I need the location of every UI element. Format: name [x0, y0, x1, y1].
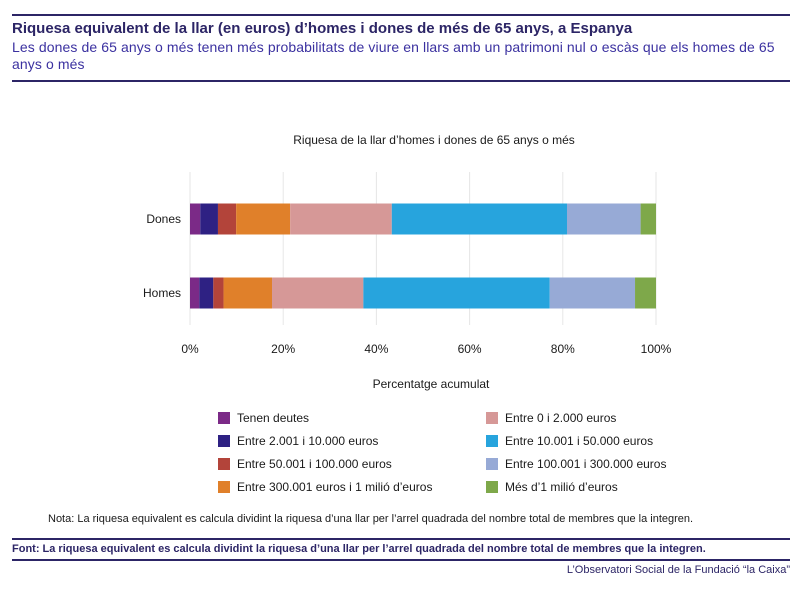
chart-note: Nota: La riquesa equivalent es calcula d… [48, 513, 694, 525]
source-rule-top [12, 538, 790, 540]
bar-dones-segment-5 [391, 203, 567, 235]
page-subtitle: Les dones de 65 anys o més tenen més pro… [12, 39, 775, 72]
legend-label-7: Més d’1 milió d’euros [505, 480, 618, 494]
legend-label-3: Entre 300.001 euros i 1 milió d’euros [237, 480, 432, 494]
x-tick-label-2: 40% [364, 342, 388, 356]
bar-homes-segment-1 [199, 277, 214, 309]
legend-swatch-2 [218, 458, 230, 470]
bar-homes-segment-7 [635, 277, 656, 309]
bar-homes-segment-5 [363, 277, 550, 309]
category-label-dones: Dones [146, 212, 181, 226]
legend-label-2: Entre 50.001 i 100.000 euros [237, 457, 392, 471]
bar-dones-segment-7 [640, 203, 656, 235]
legend-swatch-4 [486, 412, 498, 424]
bar-homes-segment-4 [272, 277, 364, 309]
x-tick-label-4: 80% [551, 342, 575, 356]
x-tick-label-5: 100% [641, 342, 672, 356]
source-rule-bottom [12, 559, 790, 561]
x-tick-label-3: 60% [458, 342, 482, 356]
legend-label-5: Entre 10.001 i 50.000 euros [505, 434, 653, 448]
bar-dones-segment-0 [190, 203, 201, 235]
legend-label-1: Entre 2.001 i 10.000 euros [237, 434, 378, 448]
chart-title: Riquesa de la llar d’homes i dones de 65… [293, 133, 575, 147]
credit-text: L’Observatori Social de la Fundació “la … [566, 564, 790, 576]
bar-dones-segment-2 [217, 203, 237, 235]
bar-homes-segment-0 [190, 277, 200, 309]
page-title: Riquesa equivalent de la llar (en euros)… [12, 20, 633, 37]
bar-homes-segment-6 [549, 277, 636, 309]
legend-label-0: Tenen deutes [237, 411, 309, 425]
top-rule [12, 14, 790, 16]
bar-dones-segment-1 [200, 203, 218, 235]
header-rule [12, 80, 790, 82]
legend-swatch-5 [486, 435, 498, 447]
x-axis-label: Percentatge acumulat [373, 377, 490, 391]
x-tick-label-1: 20% [271, 342, 295, 356]
legend-swatch-0 [218, 412, 230, 424]
bar-dones-segment-6 [566, 203, 641, 235]
legend-swatch-7 [486, 481, 498, 493]
x-tick-label-0: 0% [181, 342, 199, 356]
legend-swatch-6 [486, 458, 498, 470]
category-label-homes: Homes [143, 286, 181, 300]
legend-label-6: Entre 100.001 i 300.000 euros [505, 457, 666, 471]
bar-homes-segment-3 [223, 277, 273, 309]
legend-swatch-3 [218, 481, 230, 493]
bar-dones-segment-3 [236, 203, 291, 235]
bar-dones-segment-4 [290, 203, 392, 235]
bar-homes-segment-2 [213, 277, 224, 309]
legend-swatch-1 [218, 435, 230, 447]
legend-label-4: Entre 0 i 2.000 euros [505, 411, 616, 425]
source-text: Font: La riquesa equivalent es calcula d… [12, 543, 706, 555]
